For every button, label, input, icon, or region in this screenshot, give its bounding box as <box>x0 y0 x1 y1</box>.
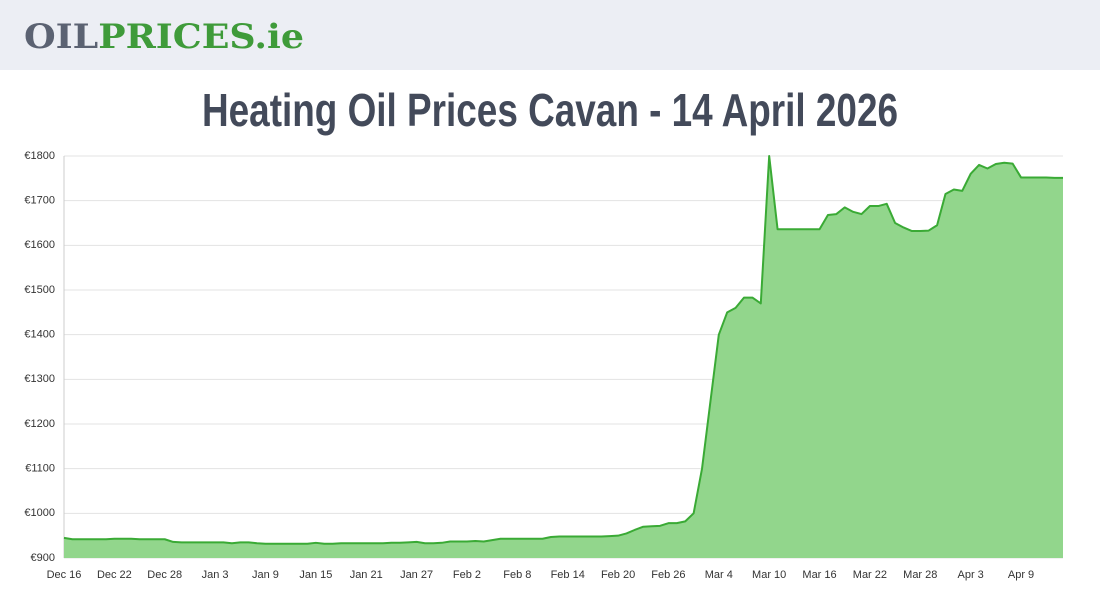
area <box>64 156 1063 558</box>
x-tick-label: Mar 10 <box>752 569 786 581</box>
y-tick-label: €1700 <box>24 195 55 207</box>
header-bar <box>0 0 1100 70</box>
x-tick-label: Feb 20 <box>601 569 635 581</box>
y-tick-label: €900 <box>31 552 55 564</box>
x-tick-label: Feb 14 <box>551 569 585 581</box>
line <box>63 155 1063 545</box>
y-tick-label: €1600 <box>24 239 55 251</box>
x-tick-label: Jan 21 <box>350 569 383 581</box>
y-tick-label: €1200 <box>24 418 55 430</box>
x-tick-label: Mar 4 <box>705 569 733 581</box>
x-tick-label: Feb 2 <box>453 569 481 581</box>
y-tick-label: €1400 <box>24 329 55 341</box>
y-tick-label: €1800 <box>24 150 55 162</box>
y-tick-label: €1500 <box>24 284 55 296</box>
x-tick-label: Jan 27 <box>400 569 433 581</box>
y-tick-label: €1100 <box>25 463 55 475</box>
x-tick-label: Dec 22 <box>97 569 132 581</box>
x-tick-label: Dec 16 <box>47 569 82 581</box>
y-tick-label: €1000 <box>24 507 55 519</box>
x-tick-label: Mar 16 <box>802 569 836 581</box>
x-tick-label: Mar 22 <box>853 569 887 581</box>
x-tick-label: Mar 28 <box>903 569 937 581</box>
y-tick-label: €1300 <box>24 373 55 385</box>
x-tick-label: Feb 26 <box>651 569 685 581</box>
x-tick-label: Apr 9 <box>1008 569 1034 581</box>
x-tick-label: Dec 28 <box>147 569 182 581</box>
chart-title: Heating Oil Prices Cavan - 14 April 2026 <box>202 84 898 136</box>
x-tick-label: Jan 3 <box>202 569 229 581</box>
logo[interactable]: OIL PRICES.ie <box>24 17 304 57</box>
x-tick-label: Jan 15 <box>299 569 332 581</box>
x-tick-label: Jan 9 <box>252 569 279 581</box>
logo-part: PRICES.ie <box>98 17 304 57</box>
x-tick-label: Apr 3 <box>958 569 984 581</box>
x-tick-label: Feb 8 <box>503 569 531 581</box>
logo-part: OIL <box>24 17 98 57</box>
